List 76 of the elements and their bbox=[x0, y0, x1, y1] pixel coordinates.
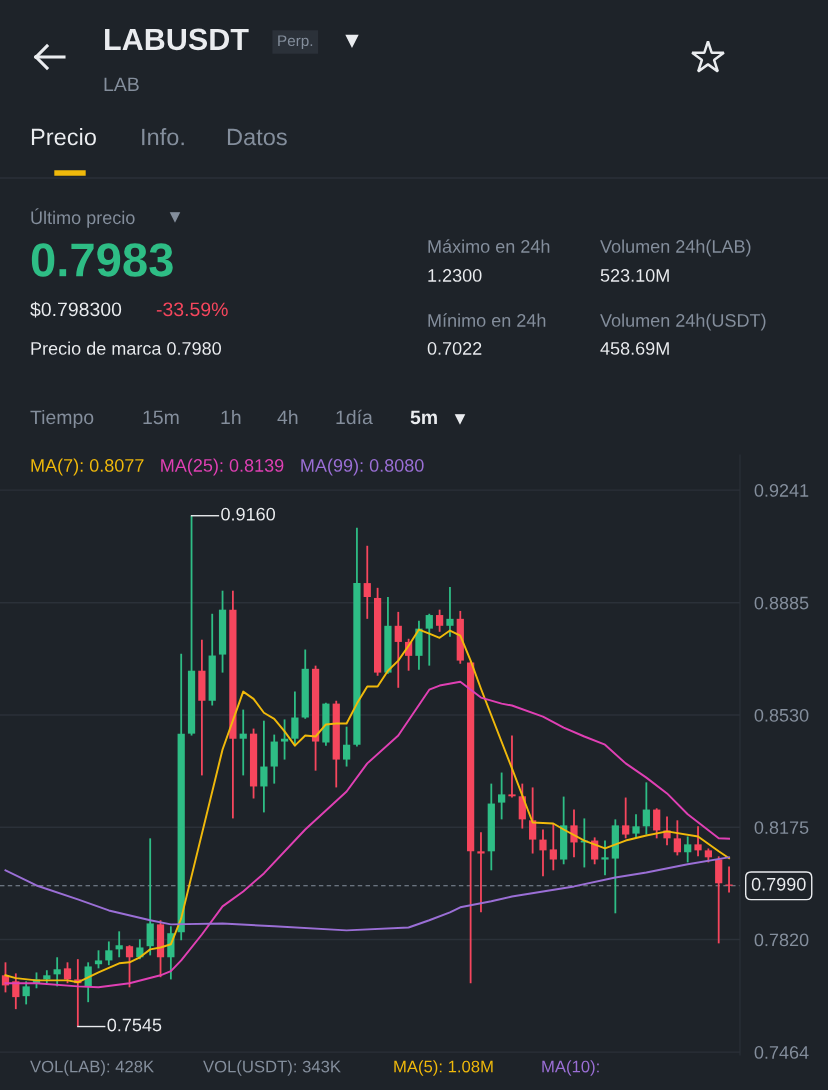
text: MA(25): 0.8139 bbox=[161, 458, 284, 476]
candlestick bbox=[239, 708, 247, 777]
text: 0.7022 bbox=[427, 342, 482, 355]
text: MA(7): 0.8077 bbox=[31, 458, 144, 476]
y-tick-label: 0.8175 bbox=[754, 821, 809, 834]
text: Info. bbox=[142, 128, 184, 146]
y-tick-label: 0.9241 bbox=[754, 484, 809, 497]
candlestick bbox=[539, 828, 547, 878]
text: Precio de marca 0.7980 bbox=[31, 341, 221, 355]
text: 4h bbox=[277, 409, 298, 425]
text: -33.59% bbox=[156, 302, 228, 317]
text: Volumen 24h(LAB) bbox=[600, 239, 751, 257]
line-series bbox=[4, 856, 731, 932]
text: Último precio bbox=[31, 208, 135, 228]
candlestick bbox=[125, 944, 134, 989]
candlestick bbox=[94, 949, 103, 970]
candlestick bbox=[477, 831, 485, 914]
text: MA(5): 1.08M bbox=[394, 1060, 493, 1076]
text: VOL(USDT): 343K bbox=[203, 1060, 341, 1076]
candlestick bbox=[632, 813, 640, 840]
text: VOL(LAB): 428K bbox=[30, 1060, 154, 1076]
candlestick bbox=[549, 822, 557, 872]
candlestick bbox=[642, 781, 650, 836]
text: 458.69M bbox=[600, 342, 669, 355]
y-tick-label: 0.7820 bbox=[754, 933, 809, 947]
candlestick bbox=[146, 837, 154, 957]
text: 1día bbox=[336, 409, 373, 425]
annotation: 0.9160 bbox=[221, 507, 275, 521]
candlestick bbox=[280, 718, 289, 761]
candlestick bbox=[601, 839, 609, 877]
candlestick bbox=[363, 544, 371, 620]
candlestick bbox=[653, 807, 661, 840]
candlestick bbox=[622, 796, 630, 840]
y-tick-label: 0.8885 bbox=[754, 596, 809, 610]
text: 5m bbox=[410, 410, 437, 425]
y-tick-label: 0.8530 bbox=[754, 708, 809, 722]
text: Mínimo en 24h bbox=[428, 313, 546, 327]
text: Datos bbox=[227, 128, 287, 146]
text: $0.798300 bbox=[30, 301, 122, 318]
annotation: 0.7545 bbox=[107, 1018, 162, 1032]
candlestick bbox=[425, 612, 433, 667]
text: 1h bbox=[221, 409, 241, 425]
candlestick bbox=[22, 980, 30, 1006]
candlestick bbox=[260, 719, 268, 814]
candlestick bbox=[673, 819, 681, 857]
candlestick bbox=[136, 938, 144, 961]
candlestick bbox=[115, 930, 123, 959]
candlestick bbox=[436, 608, 444, 633]
candlestick bbox=[498, 771, 506, 821]
text: Precio bbox=[31, 128, 96, 146]
candlestick bbox=[394, 610, 402, 689]
text: 15m bbox=[143, 410, 179, 425]
chart-title: LABUSDT bbox=[105, 28, 249, 51]
candlestick bbox=[694, 825, 702, 858]
ref-line-label: 0.7990 bbox=[751, 877, 806, 891]
candlestick bbox=[508, 734, 516, 799]
text: 1.2300 bbox=[428, 269, 482, 282]
text: MA(10): bbox=[542, 1060, 599, 1076]
text: Volumen 24h(USDT) bbox=[600, 313, 766, 331]
candlestick bbox=[291, 690, 299, 747]
candlestick bbox=[63, 961, 72, 985]
text: Perp. bbox=[278, 35, 313, 50]
text: MA(99): 0.8080 bbox=[301, 458, 424, 476]
text: Máximo en 24h bbox=[428, 239, 550, 253]
text: Tiempo bbox=[30, 409, 94, 429]
text: 523.10M bbox=[600, 269, 669, 282]
chart-subtitle: LAB bbox=[104, 77, 139, 92]
candlestick bbox=[342, 725, 351, 768]
y-tick-label: 0.7464 bbox=[754, 1046, 809, 1059]
candlestick bbox=[105, 940, 113, 967]
candlestick bbox=[715, 855, 723, 945]
text: 0.7983 bbox=[31, 243, 173, 277]
candlestick bbox=[684, 835, 692, 864]
candlestick bbox=[570, 808, 578, 859]
candlestick bbox=[529, 786, 537, 855]
candlestick bbox=[446, 585, 454, 638]
